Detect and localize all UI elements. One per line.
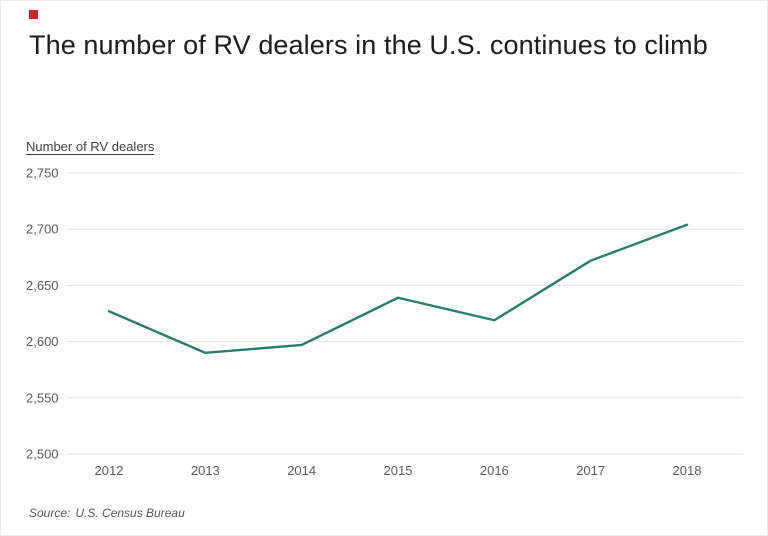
y-tick-label: 2,700: [26, 222, 59, 237]
source-value: U.S. Census Bureau: [75, 506, 185, 520]
x-tick-label: 2018: [673, 463, 702, 478]
y-tick-label: 2,600: [26, 334, 59, 349]
x-tick-label: 2012: [95, 463, 124, 478]
x-tick-label: 2016: [480, 463, 509, 478]
y-tick-label: 2,650: [26, 278, 59, 293]
source-label: Source:: [29, 506, 71, 520]
source-note: Source: U.S. Census Bureau: [29, 506, 185, 520]
y-tick-label: 2,750: [26, 166, 59, 181]
line-chart-svg: 2,500 2,550 2,600 2,650 2,700 2,750 2012 2013 20…: [26, 166, 743, 478]
x-tick-label: 2017: [576, 463, 605, 478]
line-chart: 2,500 2,550 2,600 2,650 2,700 2,750 2012 2013 20…: [1, 161, 767, 497]
y-tick-label: 2,500: [26, 447, 59, 462]
chart-title: The number of RV dealers in the U.S. con…: [29, 30, 708, 60]
data-line: [107, 223, 689, 355]
brand-mark-icon: [29, 10, 38, 19]
x-tick-label: 2013: [191, 463, 220, 478]
y-tick-label: 2,550: [26, 390, 59, 405]
y-axis-label: Number of RV dealers: [26, 139, 155, 154]
x-tick-label: 2015: [384, 463, 413, 478]
x-tick-label: 2014: [287, 463, 316, 478]
